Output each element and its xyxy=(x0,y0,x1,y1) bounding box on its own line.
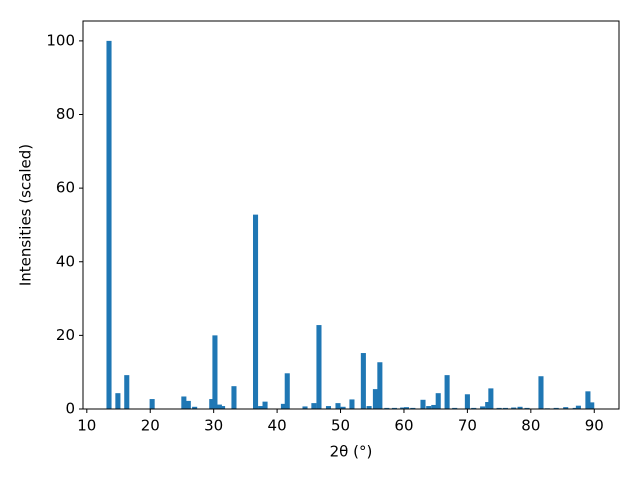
y-axis-label: Intensities (scaled) xyxy=(17,144,35,286)
bar xyxy=(452,407,458,409)
x-axis-label: 2θ (°) xyxy=(330,443,373,461)
bar xyxy=(435,393,441,409)
bar xyxy=(391,407,397,409)
bar xyxy=(262,401,268,409)
bar xyxy=(325,406,332,409)
bar xyxy=(563,407,569,409)
bar xyxy=(502,407,508,409)
bar xyxy=(485,402,491,409)
bar xyxy=(149,399,155,409)
bar xyxy=(480,406,486,409)
bar xyxy=(517,406,523,409)
x-tick-label: 50 xyxy=(331,417,350,435)
bar xyxy=(377,362,383,409)
bar xyxy=(106,40,112,409)
bar xyxy=(115,393,121,409)
bar xyxy=(372,389,378,409)
bar xyxy=(496,407,502,409)
bar xyxy=(124,375,130,409)
bar xyxy=(553,407,559,409)
y-tick-label: 0 xyxy=(65,400,75,418)
bar xyxy=(524,407,530,409)
bar xyxy=(192,406,198,409)
bar xyxy=(444,375,450,409)
bar xyxy=(349,399,355,409)
bar xyxy=(585,391,591,409)
x-tick-label: 40 xyxy=(268,417,287,435)
bar xyxy=(572,407,578,409)
plot-frame xyxy=(82,20,620,410)
bar xyxy=(471,407,477,409)
bar xyxy=(410,407,416,409)
bar xyxy=(302,406,308,409)
bar xyxy=(212,335,218,409)
x-tick-label: 30 xyxy=(204,417,223,435)
y-tick-label: 60 xyxy=(56,179,75,197)
x-tick-label: 20 xyxy=(141,417,160,435)
x-tick-label: 10 xyxy=(77,417,96,435)
bar xyxy=(589,402,595,409)
bar xyxy=(316,325,322,409)
bar xyxy=(340,406,346,409)
bar xyxy=(252,214,259,409)
bar xyxy=(258,406,264,409)
bar xyxy=(366,406,372,409)
x-tick-label: 90 xyxy=(585,417,604,435)
bar xyxy=(231,386,237,409)
bar xyxy=(360,353,366,409)
bar xyxy=(403,407,410,409)
y-tick-label: 100 xyxy=(46,31,75,49)
y-tick-label: 20 xyxy=(56,326,75,344)
x-tick-label: 80 xyxy=(521,417,540,435)
bar xyxy=(575,405,581,409)
bar xyxy=(511,407,517,409)
y-tick-label: 80 xyxy=(56,105,75,123)
bar xyxy=(431,404,437,409)
bar xyxy=(185,400,191,409)
bar xyxy=(216,404,222,409)
bar xyxy=(420,399,426,409)
x-tick-label: 70 xyxy=(458,417,477,435)
bar xyxy=(280,403,286,409)
bar xyxy=(488,388,494,409)
bar xyxy=(181,396,187,409)
bar xyxy=(220,406,226,409)
bar xyxy=(426,406,432,409)
x-tick-label: 60 xyxy=(394,417,413,435)
bar xyxy=(209,399,215,409)
bar xyxy=(335,403,341,409)
bar xyxy=(464,394,470,409)
bar xyxy=(384,407,390,409)
bar xyxy=(400,407,406,409)
bar xyxy=(284,373,290,409)
bar xyxy=(311,403,317,409)
y-tick-label: 40 xyxy=(56,252,75,270)
bar xyxy=(538,376,544,409)
